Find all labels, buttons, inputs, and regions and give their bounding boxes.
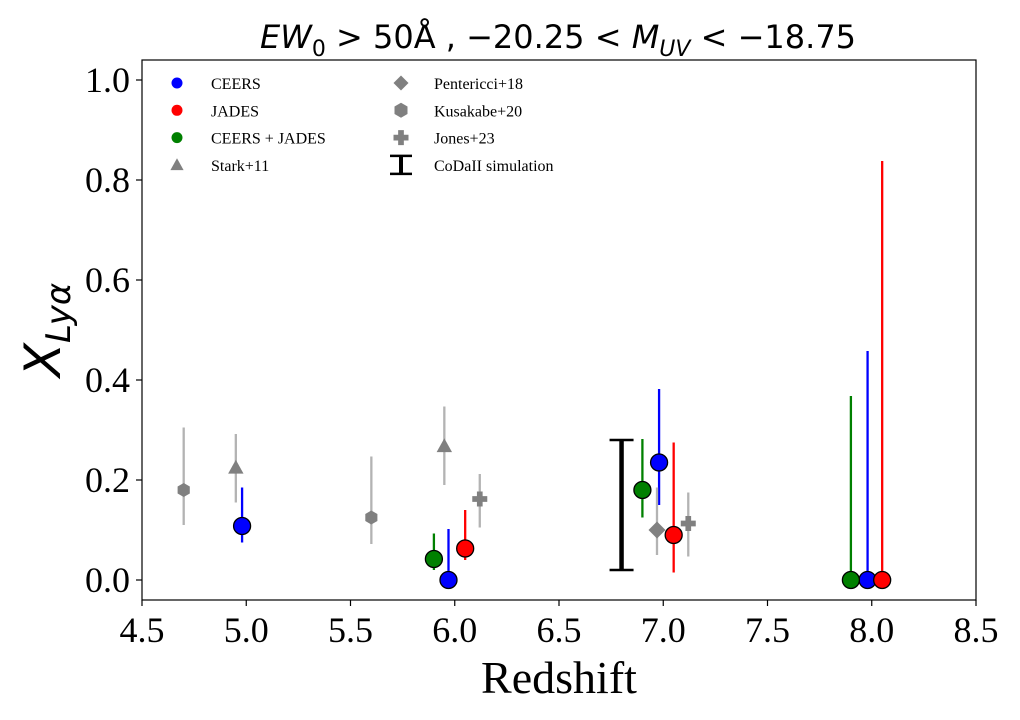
legend-label-jones-23: Jones+23: [434, 131, 495, 148]
x-tick-label: 5.5: [328, 610, 373, 650]
x-axis-label: Redshift: [481, 652, 637, 703]
stark-11-point: [228, 459, 244, 474]
stark-11-point: [436, 438, 453, 453]
y-tick-label: 1.0: [85, 60, 130, 100]
y-axis-label-sub: Lyα: [39, 283, 79, 343]
error-bars: [182, 161, 884, 580]
legend-marker-stark-11: [170, 158, 184, 171]
legend-label-kusakabe-20: Kusakabe+20: [434, 103, 522, 120]
legend-marker-jades: [171, 104, 183, 116]
ceers-jades-point: [841, 570, 861, 590]
ceers-point: [232, 516, 252, 536]
x-tick-label: 8.0: [849, 610, 894, 650]
y-tick-label: 0.0: [85, 560, 130, 600]
legend-marker-jones-23: [393, 130, 409, 146]
x-tick-label: 5.0: [224, 610, 269, 650]
jades-point: [664, 525, 683, 545]
x-tick-label: 6.0: [432, 610, 477, 650]
title-mid: > 50Å , −20.25 <: [326, 18, 632, 56]
y-tick-label: 0.4: [85, 360, 130, 400]
x-tick-label: 7.0: [641, 610, 686, 650]
legend: CEERS JADES CEERS + JADES Stark+11 Pentericc…: [170, 75, 554, 176]
title-m: M: [632, 18, 660, 56]
kusakabe-20-point: [365, 510, 378, 525]
ceers-jades-point: [633, 480, 652, 500]
jones-23-point: [680, 516, 696, 531]
legend-marker-ceers: [171, 77, 183, 89]
x-tick-label: 4.5: [120, 610, 165, 650]
chart-title: EW0 > 50Å , −20.25 < MUV < −18.75: [260, 18, 856, 62]
title-ew: EW: [260, 18, 313, 56]
y-tick-label: 0.2: [85, 460, 130, 500]
legend-marker-codaii-simulation: [390, 154, 412, 176]
y-axis-label-main: X: [14, 341, 72, 380]
legend-marker-pentericci-18: [393, 75, 409, 91]
y-axis-label: XLyα: [14, 283, 79, 381]
title-ew-sub: 0: [312, 37, 326, 62]
legend-label-stark-11: Stark+11: [211, 158, 269, 175]
title-end: < −18.75: [690, 18, 856, 56]
legend-label-ceers: CEERS: [211, 76, 261, 93]
ceers-jades-point: [424, 549, 444, 569]
legend-marker-ceers-jades: [171, 132, 183, 144]
jades-point: [456, 539, 475, 558]
legend-label-codaii-simulation: CoDaII simulation: [434, 158, 554, 175]
data-points: [177, 438, 892, 590]
pentericci-18-point: [648, 521, 666, 539]
x-tick-label: 6.5: [537, 610, 582, 650]
legend-marker-kusakabe-20: [394, 102, 408, 118]
legend-label-ceers-jades: CEERS + JADES: [211, 131, 326, 148]
y-tick-label: 0.8: [85, 160, 130, 200]
plot-area: [177, 161, 892, 590]
legend-label-jades: JADES: [211, 103, 259, 120]
y-axis: 0.0 0.2 0.4 0.6 0.8 1.0: [85, 60, 142, 600]
ceers-point: [649, 453, 669, 472]
x-axis: 4.5 5.0 5.5 6.0 6.5 7.0 7.5 8.0 8.5: [120, 600, 999, 650]
legend-label-pentericci-18: Pentericci+18: [434, 76, 523, 93]
jades-point: [873, 570, 892, 590]
jones-23-point: [472, 491, 488, 507]
x-tick-label: 7.5: [745, 610, 790, 650]
y-tick-label: 0.6: [85, 260, 130, 300]
x-tick-label: 8.5: [954, 610, 999, 650]
kusakabe-20-point: [177, 483, 190, 497]
title-m-sub: UV: [659, 37, 692, 62]
ceers-point: [439, 570, 458, 590]
